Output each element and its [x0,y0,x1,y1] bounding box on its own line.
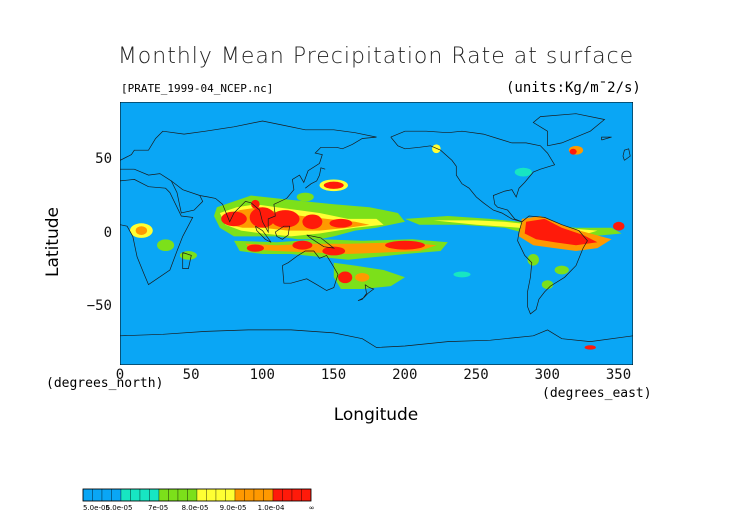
colorbar-swatch [158,488,169,502]
colorbar-swatch [139,488,150,502]
colorbar-swatch [272,488,283,502]
colorbar-swatch [111,488,122,502]
colorbar-swatch [130,488,141,502]
region-red-s4 [322,246,346,256]
coast-borneo [274,225,291,240]
region-green-af2 [157,239,175,252]
colorbar-swatch [92,488,103,502]
region-green-sa2 [527,253,539,266]
colorbar-swatch [215,488,226,502]
colorbar-swatch [82,488,93,502]
colorbar-swatch [234,488,245,502]
colorbar-swatch [225,488,236,502]
precip-regions [129,144,625,350]
x-tick-3: 150 [320,367,347,383]
units-label: (units:Kg/m¯2/s) [506,80,641,96]
colorbar-label-0: 5.0e-05 [83,504,110,512]
x-tick-7: 350 [605,367,632,383]
region-cyan-na [514,167,532,177]
x-tick-1: 50 [182,367,200,383]
coast-iceland [601,136,612,141]
y-tick-2: −50 [86,297,112,314]
file-label: [PRATE_1999-04_NCEP.nc] [121,82,274,95]
x-tick-2: 100 [249,367,275,383]
region-red-sa [524,218,598,246]
colorbar-label-6: ∞ [308,504,315,512]
colorbar-swatch [263,488,274,502]
colorbar-frame [82,488,312,502]
region-red-5 [329,218,353,228]
region-red-gof [613,221,625,231]
region-red-gl [569,148,577,155]
coast-eurasia [120,136,377,234]
region-red-6 [251,199,260,209]
coast-uk [622,148,631,161]
region-red-s1 [246,244,264,252]
x-tick-0: 0 [115,367,125,383]
region-yellow-ak [432,144,441,154]
coast-na-west [390,136,522,223]
colorbar-label-1: 6.0e-05 [105,504,133,512]
region-red-4 [302,214,323,230]
coast-madagascar [182,252,192,269]
colorbar-label-2: 7e-05 [148,504,169,512]
region-red-jp [323,181,344,189]
colorbar-swatch [120,488,131,502]
coast-greenland [532,113,606,147]
colorbar-swatch [187,488,198,502]
region-orange-tas [355,272,370,282]
region-red-3 [271,210,300,228]
coast-arabia [170,180,204,214]
region-red-tas [338,271,353,284]
coast-australia [282,250,339,291]
chart-title: Monthly Mean Precipitation Rate at surfa… [117,44,635,69]
x-tick-4: 200 [392,367,418,383]
y-axis-label: Latitude [42,207,63,277]
colorbar-swatch [149,488,160,502]
coast-na-east [390,130,556,223]
x-axis-label: Longitude [333,405,419,425]
colorbar-swatch [282,488,293,502]
x-tick-5: 250 [463,367,489,383]
region-red-2 [249,207,276,228]
colorbar-swatch [301,488,312,502]
precipitation-map [120,102,633,365]
colorbar-swatch [101,488,112,502]
y-axis-units: (degrees_north) [46,376,164,391]
region-green-cn [296,192,314,202]
coast-africa [120,179,194,286]
coast-newguinea [306,234,336,249]
colorbar-swatch [168,488,179,502]
x-tick-6: 300 [534,367,560,383]
coastlines [120,113,633,348]
colorbar-swatch [196,488,207,502]
colorbar-swatch [253,488,264,502]
x-axis-units: (degrees_east) [542,386,652,401]
colorbar-label-3: 8.0e-05 [181,504,209,512]
colorbar-swatch [244,488,255,502]
colorbar-label-4: 9.0e-05 [219,504,247,512]
coast-sumatra [255,225,272,243]
region-cyan-sp [453,271,471,278]
region-red-s3 [385,240,425,250]
region-red-ant [584,345,596,350]
y-tick-0: 50 [95,151,112,168]
coast-eurasia-north [120,120,377,161]
region-green-sa4 [541,280,554,290]
colorbar-label-5: 1.0e-04 [257,504,285,512]
coast-antarctica [120,329,633,348]
coast-sa [517,215,588,315]
region-green-sa3 [554,265,569,275]
region-red-s2 [292,240,313,250]
region-red-1 [221,211,247,227]
colorbar-swatch [206,488,217,502]
colorbar-swatch [177,488,188,502]
region-orange-af [135,226,148,235]
y-tick-1: 0 [103,224,112,241]
coast-nz [357,284,375,302]
colorbar [82,488,312,502]
region-green-tas [333,262,405,289]
colorbar-swatch [291,488,302,502]
coast-japan [305,167,326,189]
